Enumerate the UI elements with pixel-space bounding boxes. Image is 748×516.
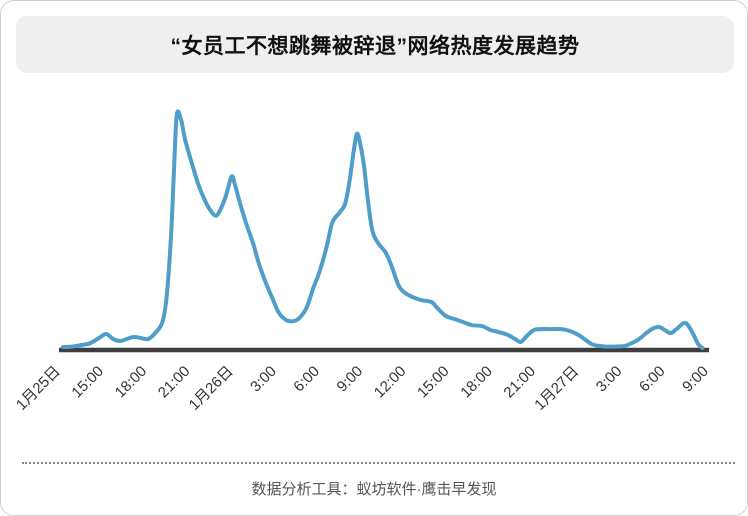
x-axis-tick-label: 6:00 — [290, 363, 323, 396]
trend-line — [61, 109, 705, 350]
x-axis-tick-label: 6:00 — [636, 363, 669, 396]
x-axis-tick-label: 3:00 — [247, 363, 280, 396]
x-axis-tick-label: 21:00 — [500, 363, 539, 402]
x-axis-tick-label: 9:00 — [334, 363, 367, 396]
x-axis-tick-label: 18:00 — [112, 363, 151, 402]
x-axis-tick-label: 15:00 — [414, 363, 453, 402]
x-axis-tick-label: 1月27日 — [531, 363, 582, 414]
page-title: “女员工不想跳舞被辞退”网络热度发展趋势 — [170, 34, 580, 58]
x-axis-tick-label: 9:00 — [679, 363, 712, 396]
x-axis-tick-label: 18:00 — [457, 363, 496, 402]
x-axis-tick-label: 1月26日 — [186, 363, 237, 414]
x-axis-tick-label: 21:00 — [155, 363, 194, 402]
dotted-divider — [22, 462, 735, 464]
footer-credit: 数据分析工具：蚁坊软件·鹰击早发现 — [251, 481, 497, 498]
x-axis-tick-label: 15:00 — [68, 363, 107, 402]
x-axis-tick-label: 3:00 — [593, 363, 626, 396]
x-axis-tick-label: 1月25日 — [13, 363, 64, 414]
title-banner: “女员工不想跳舞被辞退”网络热度发展趋势 — [16, 16, 734, 73]
x-axis-tick-label: 12:00 — [371, 363, 410, 402]
